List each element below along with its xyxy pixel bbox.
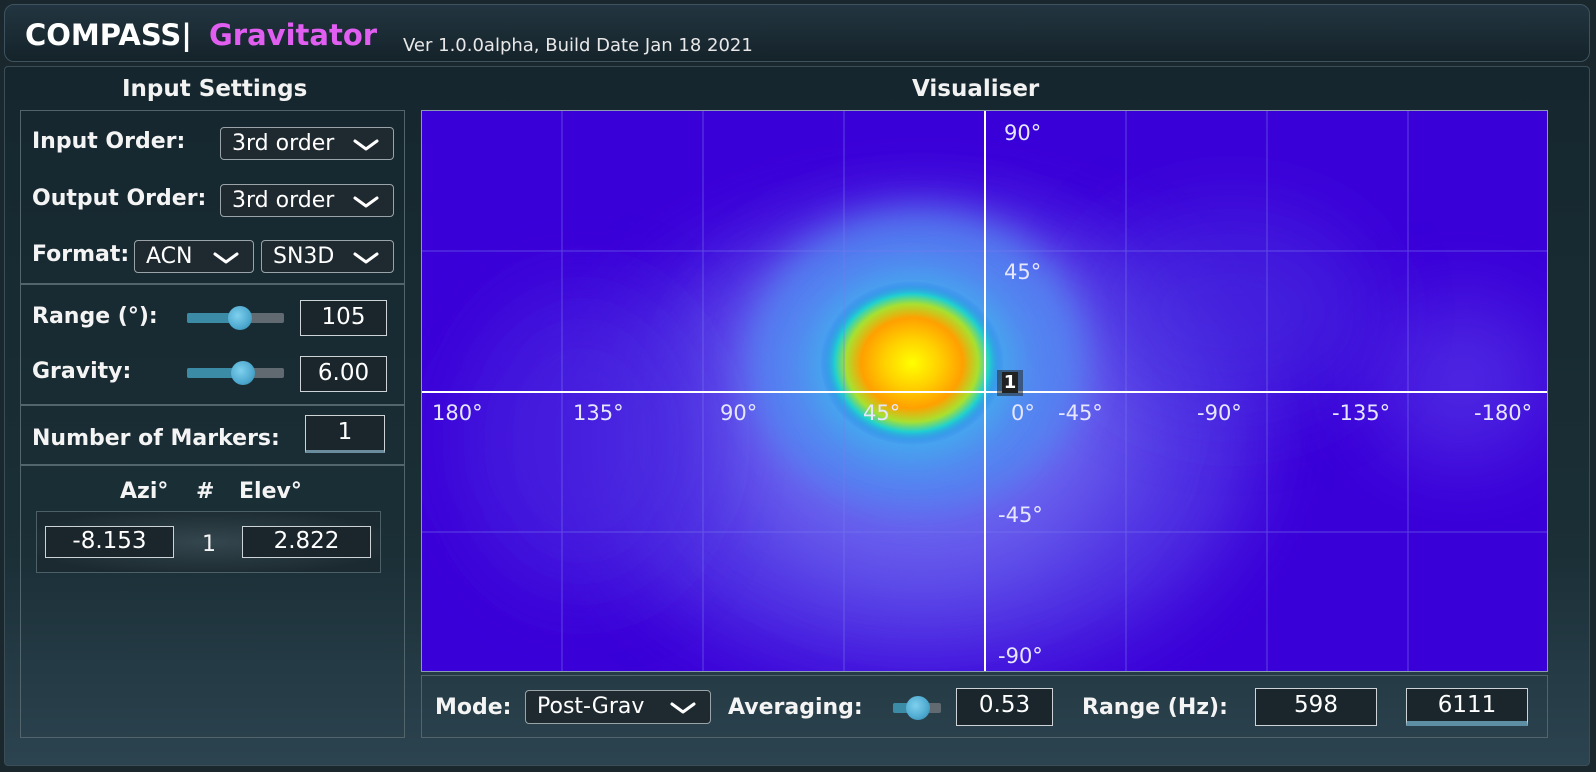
elevation-label: 45° — [1004, 260, 1042, 284]
chevron-down-icon — [213, 252, 239, 264]
chevron-down-icon — [353, 252, 379, 264]
range-gravity-panel — [20, 284, 405, 405]
azimuth-label: 135° — [573, 401, 624, 425]
num-markers-box[interactable]: 1 — [305, 415, 385, 453]
brand-gravitator: Gravitator — [209, 18, 378, 52]
averaging-value-box[interactable]: 0.53 — [956, 688, 1053, 726]
range-slider-fill — [187, 313, 240, 323]
gravity-value-box[interactable]: 6.00 — [300, 356, 387, 392]
normalisation-value: SN3D — [273, 244, 335, 269]
channel-order-value: ACN — [146, 244, 193, 269]
input-order-dropdown[interactable]: 3rd order — [220, 127, 394, 160]
averaging-slider-fill — [893, 703, 918, 713]
azimuth-label: -45° — [1058, 401, 1103, 425]
azimuth-label: 90° — [720, 401, 758, 425]
channel-order-dropdown[interactable]: ACN — [134, 240, 254, 273]
chevron-down-icon — [353, 196, 379, 208]
azimuth-label: -180° — [1474, 401, 1533, 425]
mode-value: Post-Grav — [537, 694, 645, 719]
direction-marker[interactable]: 1 — [997, 370, 1023, 396]
input-order-value: 3rd order — [232, 131, 335, 156]
elev-header: Elev° — [239, 479, 302, 504]
marker-elev-field[interactable]: 2.822 — [242, 526, 371, 558]
mode-label: Mode: — [435, 695, 512, 720]
chevron-down-icon — [353, 139, 379, 151]
markers-count-panel — [20, 405, 405, 465]
elevation-label: -90° — [998, 644, 1043, 668]
heatmap-svg — [422, 111, 1547, 671]
elevation-label: -45° — [998, 503, 1043, 527]
marker-index: 1 — [202, 532, 216, 557]
mode-dropdown[interactable]: Post-Grav — [525, 690, 711, 724]
visualiser-controls-panel — [421, 675, 1548, 738]
main-axes — [422, 111, 1547, 671]
elevation-label: 90° — [1004, 121, 1042, 145]
azimuth-label: 180° — [432, 401, 483, 425]
gravity-slider-thumb[interactable] — [231, 361, 255, 385]
brand-compass: COMPASS| — [25, 18, 192, 52]
range-slider-thumb[interactable] — [228, 306, 252, 330]
averaging-label: Averaging: — [728, 695, 863, 720]
azimuth-label: 0° — [1011, 401, 1035, 425]
gravity-slider[interactable] — [187, 361, 284, 385]
azi-header: Azi° — [120, 479, 169, 504]
range-hz-label: Range (Hz): — [1082, 695, 1228, 720]
title-bar: COMPASS| Gravitator Ver 1.0.0alpha, Buil… — [4, 4, 1590, 62]
marker-azi-field[interactable]: -8.153 — [45, 526, 174, 558]
range-hz-low-box[interactable]: 598 — [1255, 688, 1377, 726]
range-label: Range (°): — [32, 304, 158, 329]
averaging-slider[interactable] — [893, 696, 941, 720]
output-order-value: 3rd order — [232, 188, 335, 213]
normalisation-dropdown[interactable]: SN3D — [261, 240, 394, 273]
direction-marker-label: 1 — [1001, 372, 1019, 393]
azimuth-label: 45° — [863, 401, 901, 425]
gravity-label: Gravity: — [32, 359, 132, 384]
format-label: Format: — [32, 242, 130, 267]
heatmap-glow — [462, 211, 1547, 671]
azimuth-label: -135° — [1332, 401, 1391, 425]
chevron-down-icon — [670, 702, 696, 714]
output-order-label: Output Order: — [32, 186, 207, 211]
gravity-slider-fill — [187, 368, 243, 378]
range-hz-high-box[interactable]: 6111 — [1406, 688, 1528, 726]
index-header: # — [196, 479, 215, 504]
range-value-box[interactable]: 105 — [300, 300, 387, 336]
azimuth-label: -90° — [1197, 401, 1242, 425]
averaging-slider-thumb[interactable] — [906, 696, 930, 720]
input-order-label: Input Order: — [32, 129, 186, 154]
order-format-panel — [20, 110, 405, 284]
markers-table-panel — [20, 465, 405, 738]
num-markers-label: Number of Markers: — [32, 426, 280, 451]
visualiser-title: Visualiser — [912, 76, 1040, 102]
input-settings-title: Input Settings — [122, 76, 308, 102]
range-slider[interactable] — [187, 306, 284, 330]
output-order-dropdown[interactable]: 3rd order — [220, 184, 394, 217]
version-text: Ver 1.0.0alpha, Build Date Jan 18 2021 — [403, 35, 753, 56]
visualiser-heatmap[interactable]: 180° 135° 90° 45° 0° -45° -90° -135° -18… — [421, 110, 1548, 672]
